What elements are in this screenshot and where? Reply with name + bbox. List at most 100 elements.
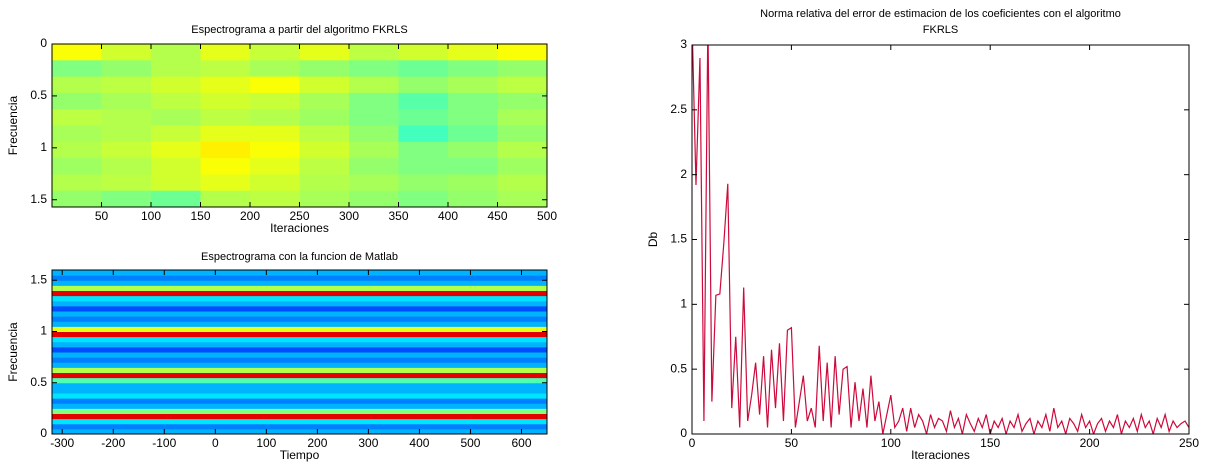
heatmap-cell xyxy=(250,60,300,78)
x-axis-label: Iteraciones xyxy=(270,221,329,235)
heatmap-cell xyxy=(448,158,498,175)
heatmap-cell xyxy=(200,141,251,159)
axes: Espectrograma con la funcion de Matlab -3… xyxy=(6,251,548,462)
axes: Norma relativa del error de estimacion d… xyxy=(646,8,1199,462)
x-tick-label: -200 xyxy=(101,436,125,450)
x-tick-label: 0 xyxy=(689,436,696,450)
heatmap-cell xyxy=(448,141,498,159)
heatmap-cell xyxy=(497,190,547,207)
heatmap-cell xyxy=(250,141,300,159)
x-axis-label: Iteraciones xyxy=(911,448,970,462)
y-tick-label: 2 xyxy=(680,167,687,181)
heatmap-cell xyxy=(101,190,152,207)
x-tick-label: 300 xyxy=(339,209,359,223)
heatmap-cell xyxy=(52,158,102,175)
heatmap-cell xyxy=(250,109,300,126)
heatmap-cell xyxy=(52,372,547,379)
title-line: Norma relativa del error de estimacion d… xyxy=(760,8,1121,20)
y-tick-label: 0 xyxy=(40,36,47,50)
heatmap-cell xyxy=(497,174,547,192)
heatmap-cell xyxy=(52,346,547,353)
heatmap-cell xyxy=(52,76,102,94)
x-tick-label: 450 xyxy=(487,209,507,223)
heatmap-cell xyxy=(101,158,152,175)
heatmap-cell xyxy=(497,141,547,159)
heatmap-cell xyxy=(52,295,547,302)
x-tick-label: 100 xyxy=(881,436,901,450)
heatmap-cell xyxy=(299,174,350,192)
heatmap-cell xyxy=(398,190,449,207)
heatmap-cell xyxy=(151,92,201,110)
x-tick-label: 200 xyxy=(1080,436,1100,450)
heatmap-cell xyxy=(250,92,300,110)
y-tick-label: 1 xyxy=(40,140,47,154)
heatmap-cell xyxy=(398,60,449,78)
heatmap-cell xyxy=(349,141,399,159)
heatmap-cell xyxy=(299,158,350,175)
x-tick-label: 350 xyxy=(388,209,408,223)
heatmap-cell xyxy=(349,60,399,78)
heatmap-cell xyxy=(151,125,201,143)
heatmap-cell xyxy=(52,367,547,373)
y-tick-label: 1.5 xyxy=(30,272,47,286)
x-tick-label: 150 xyxy=(980,436,1000,450)
heatmap-cell xyxy=(52,316,547,322)
heatmap-cell xyxy=(52,305,547,312)
y-tick-label: 1 xyxy=(680,297,687,311)
heatmap-cell xyxy=(52,352,547,358)
heatmap-cell xyxy=(151,174,201,192)
heatmap-cell xyxy=(52,321,547,327)
heatmap-cell xyxy=(299,44,350,61)
y-axis-label: Frecuencia xyxy=(6,96,20,156)
heatmap-cell xyxy=(52,280,547,286)
line xyxy=(692,45,1189,434)
heatmap-cell xyxy=(151,76,201,94)
heatmap-cell xyxy=(200,92,251,110)
heatmap-cell xyxy=(448,190,498,207)
x-tick-label: -300 xyxy=(50,436,74,450)
heatmap-cell xyxy=(52,382,547,389)
heatmap-cell xyxy=(448,44,498,61)
heatmap-cell xyxy=(52,423,547,430)
heatmap-cell xyxy=(52,174,102,192)
heatmap-cell xyxy=(52,413,547,420)
heatmap-cell xyxy=(101,174,152,192)
heatmap-cell xyxy=(250,158,300,175)
heatmap-cell xyxy=(52,270,547,276)
heatmap-cell xyxy=(497,125,547,143)
heatmap-cell xyxy=(52,60,102,78)
heatmap-cell xyxy=(52,377,547,384)
heatmap-cell xyxy=(200,174,251,192)
heatmap-cell xyxy=(299,190,350,207)
heatmap-cell xyxy=(448,109,498,126)
heatmap-cell xyxy=(52,403,547,409)
heatmap-cell xyxy=(151,190,201,207)
heatmap-cell xyxy=(101,92,152,110)
heatmap-cell xyxy=(200,109,251,126)
heatmap-cell xyxy=(101,60,152,78)
heatmap-cell xyxy=(398,92,449,110)
y-tick-label: 1 xyxy=(40,324,47,338)
x-axis-label: Tiempo xyxy=(280,448,320,462)
heatmap-cell xyxy=(349,44,399,61)
x-tick-label: 400 xyxy=(409,436,429,450)
axes-box xyxy=(51,269,548,435)
heatmap-cell xyxy=(299,125,350,143)
x-tick-label: 100 xyxy=(256,436,276,450)
heatmap-cell xyxy=(52,275,547,281)
heatmap-cell xyxy=(250,125,300,143)
y-axis-label: Db xyxy=(646,232,660,248)
heatmap-cell xyxy=(250,190,300,207)
heatmap-cell xyxy=(250,44,300,61)
heatmap-cell xyxy=(151,158,201,175)
y-tick-label: 0.5 xyxy=(670,361,687,375)
title-line: FKRLS xyxy=(923,24,958,36)
heatmap-cell xyxy=(497,44,547,61)
heatmap-cell xyxy=(398,125,449,143)
x-tick-label: 500 xyxy=(460,436,480,450)
heatmap-cell xyxy=(448,60,498,78)
heatmap-cell xyxy=(398,158,449,175)
heatmap-cell xyxy=(200,190,251,207)
heatmap-cell xyxy=(101,141,152,159)
heatmap-cell xyxy=(349,76,399,94)
